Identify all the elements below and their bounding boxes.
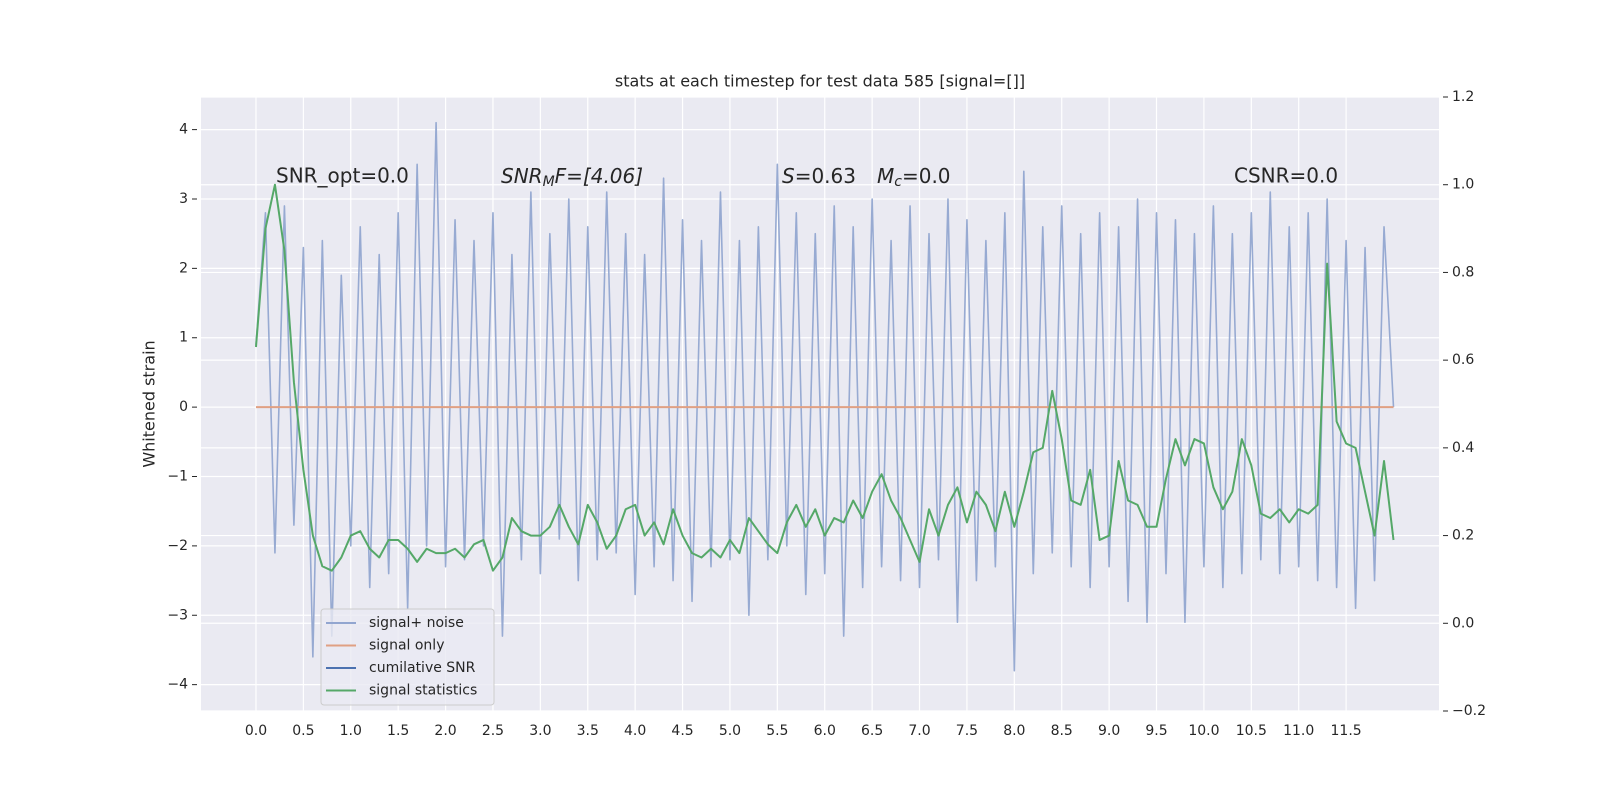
annotation-part: M	[877, 164, 894, 188]
x-tick-label: 6.5	[861, 723, 883, 739]
legend-label: signal+ noise	[369, 615, 464, 631]
x-tick-label: 10.5	[1236, 723, 1267, 739]
y-tick-label: 0	[179, 399, 188, 415]
annotation-part: =0.0	[902, 164, 951, 188]
grid	[201, 96, 1439, 712]
y2-tick-label: 0.4	[1452, 440, 1474, 456]
chart-title: stats at each timestep for test data 585…	[615, 72, 1025, 91]
x-tick-label: 9.0	[1098, 723, 1120, 739]
y-tick-label: 2	[179, 260, 188, 276]
annotation: S=0.63	[782, 164, 856, 188]
annotation-part: c	[894, 174, 902, 190]
x-tick-label: 8.0	[1003, 723, 1025, 739]
legend-label: cumilative SNR	[369, 660, 476, 676]
y2-tick-label: 1.2	[1452, 89, 1474, 105]
annotation-part: SNR	[501, 164, 543, 188]
annotation: SNR_opt=0.0	[276, 164, 409, 188]
series-line	[255, 121, 1395, 672]
legend-box	[320, 608, 495, 706]
y-tick-label: 3	[179, 191, 188, 207]
x-tick-label: 5.5	[766, 723, 788, 739]
x-tick-label: 6.0	[814, 723, 836, 739]
y-tick-label: 1	[179, 330, 188, 346]
x-tick-label: 8.5	[1051, 723, 1073, 739]
legend: signal+ noise signal only cumilative SNR si…	[320, 608, 495, 706]
y-tick-label: −3	[167, 607, 188, 623]
x-tick-label: 4.0	[624, 723, 646, 739]
x-tick-label: 4.5	[671, 723, 693, 739]
x-tick-label: 2.5	[482, 723, 504, 739]
x-tick-label: 2.0	[434, 723, 456, 739]
y2-tick-label: 0.2	[1452, 528, 1474, 544]
y2-tick-label: 0.0	[1452, 615, 1474, 631]
annotation: CSNR=0.0	[1234, 164, 1338, 188]
y2-tick-label: 0.6	[1452, 352, 1474, 368]
annotation-part: =0.63	[795, 164, 856, 188]
x-tick-label: 3.5	[577, 723, 599, 739]
x-tick-label: 11.5	[1331, 723, 1362, 739]
y2-tick-label: 0.8	[1452, 264, 1474, 280]
x-tick-label: 7.5	[956, 723, 978, 739]
annotation: SNRMF=[4.06]	[501, 164, 643, 191]
y-axis-label: Whitened strain	[140, 340, 159, 467]
legend-label: signal only	[369, 638, 444, 654]
annotation-part: M	[543, 174, 555, 190]
y-tick-label: −4	[167, 677, 188, 693]
legend-label: signal statistics	[369, 683, 477, 699]
series-line	[254, 183, 1395, 572]
x-tick-label: 0.5	[292, 723, 314, 739]
x-tick-label: 5.0	[719, 723, 741, 739]
y-tick-label: −1	[167, 469, 188, 485]
y-tick-label: −2	[167, 538, 188, 554]
annotation: Mc=0.0	[877, 164, 951, 191]
y-tick-label: 4	[179, 122, 188, 138]
x-tick-label: 7.0	[908, 723, 930, 739]
x-tick-label: 11.0	[1283, 723, 1314, 739]
x-tick-label: 0.0	[245, 723, 267, 739]
y2-tick-label: 1.0	[1452, 177, 1474, 193]
x-tick-label: 1.5	[387, 723, 409, 739]
x-tick-label: 9.5	[1145, 723, 1167, 739]
x-tick-label: 10.0	[1188, 723, 1219, 739]
y2-tick-label: −0.2	[1452, 703, 1486, 719]
annotation-part: S	[782, 164, 795, 188]
x-tick-label: 3.0	[529, 723, 551, 739]
annotation-part: F=[4.06]	[555, 164, 643, 188]
x-tick-label: 1.0	[340, 723, 362, 739]
marks	[254, 121, 1395, 672]
